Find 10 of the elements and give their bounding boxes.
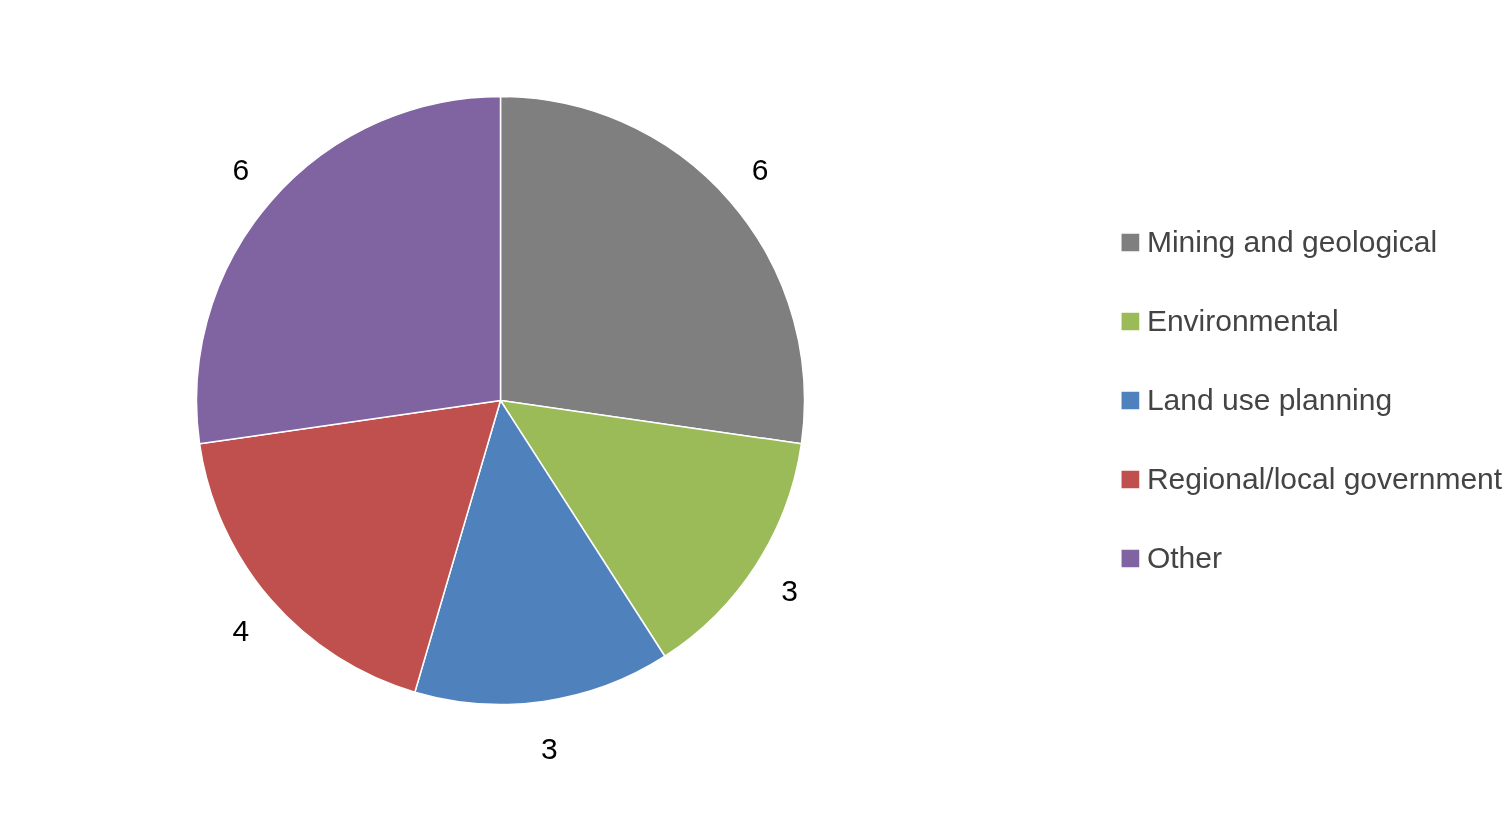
legend-label: Land use planning [1146,383,1393,417]
data-label: 3 [781,573,798,607]
data-label: 6 [232,153,250,187]
legend-label: Regional/local government [1146,462,1503,496]
legend-label: Other [1146,541,1222,575]
legend-label: Mining and geological [1146,225,1438,259]
data-label: 6 [751,153,769,187]
data-label: 4 [232,613,250,647]
data-label: 3 [541,731,558,765]
legend-label: Environmental [1146,304,1339,338]
